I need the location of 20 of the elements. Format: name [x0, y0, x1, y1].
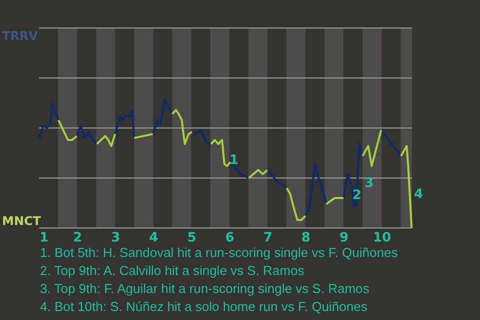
x-tick-label: 8 [301, 230, 310, 246]
x-tick-label: 10 [373, 230, 392, 246]
x-tick-label: 7 [263, 230, 272, 246]
text: TRRV [2, 29, 39, 43]
x-tick-label: 6 [225, 230, 234, 246]
x-tick-label: 3 [111, 230, 120, 246]
text: 2. Top 9th: A. Calvillo hit a single vs S. Ramos [40, 262, 306, 280]
annotation: MNCT [2, 214, 42, 228]
annotation: 2 [352, 188, 362, 203]
x-tick-label: 4 [149, 230, 158, 246]
x-tick-label: 9 [339, 230, 349, 246]
annotation: 1 [229, 153, 238, 168]
text: 1. Bot 5th: H. Sandoval hit a run-scoring single vs F. Quiñones [40, 244, 398, 262]
text: 3. Top 9th: F. Aguilar hit a run-scoring single vs S. Ramos [40, 280, 370, 298]
annotation: 3 [364, 176, 374, 191]
annotation: 4 [414, 187, 424, 202]
x-tick-label: 1 [40, 230, 49, 246]
text: 4. Bot 10th: S. Núñez hit a solo home run vs F. Quiñones [40, 298, 368, 316]
x-tick-label: 2 [73, 230, 82, 246]
x-tick-label: 5 [187, 230, 196, 246]
